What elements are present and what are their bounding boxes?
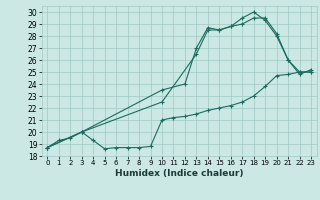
X-axis label: Humidex (Indice chaleur): Humidex (Indice chaleur)	[115, 169, 244, 178]
